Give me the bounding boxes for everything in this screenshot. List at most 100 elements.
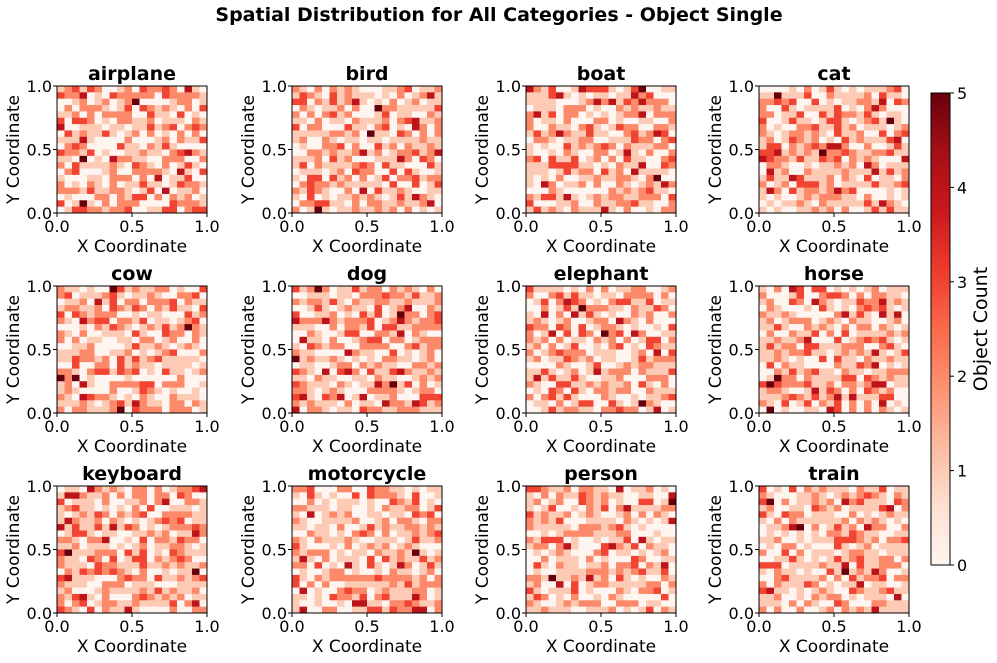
heatmap-cell — [147, 349, 155, 357]
heatmap-cell — [526, 286, 534, 293]
heatmap-cell — [526, 168, 534, 176]
heatmap-cell — [367, 606, 375, 614]
heatmap-cell — [314, 562, 323, 569]
heatmap-cell — [162, 155, 170, 163]
heatmap-cell — [586, 193, 594, 201]
heatmap-cell — [563, 143, 572, 150]
heatmap-cell — [382, 355, 390, 363]
heatmap-cell — [774, 286, 782, 293]
heatmap-cell — [162, 336, 170, 344]
heatmap-cell — [367, 387, 375, 395]
heatmap-cell — [94, 511, 103, 519]
heatmap-cell — [638, 600, 647, 607]
heatmap-cell — [571, 343, 579, 350]
heatmap-cell — [789, 393, 797, 401]
heatmap-cell — [199, 336, 208, 344]
heatmap-cell — [526, 492, 534, 500]
heatmap-cell — [124, 298, 133, 306]
heatmap-cell — [132, 368, 140, 376]
heatmap-cell — [79, 206, 88, 214]
panel-title: person — [564, 463, 638, 485]
heatmap-cell — [397, 587, 405, 595]
heatmap-cell — [571, 406, 579, 414]
heatmap-cell — [72, 317, 80, 325]
heatmap-cell — [781, 387, 790, 395]
heatmap-cell — [774, 311, 782, 319]
heatmap-cell — [541, 330, 549, 338]
heatmap-cell — [434, 349, 443, 357]
heatmap-cell — [563, 136, 572, 144]
heatmap-cell — [631, 330, 639, 338]
heatmap-cell — [292, 98, 300, 106]
heatmap-cell — [548, 143, 557, 150]
heatmap-cell — [177, 530, 185, 538]
heatmap-cell — [299, 600, 308, 607]
heatmap-cell — [117, 498, 125, 506]
heatmap-cell — [292, 117, 300, 125]
heatmap-cell — [856, 162, 865, 169]
heatmap-cell — [64, 368, 73, 376]
heatmap-cell — [87, 400, 95, 407]
heatmap-cell — [661, 524, 669, 531]
heatmap-cell — [638, 524, 647, 531]
heatmap-cell — [94, 324, 103, 331]
heatmap-cell — [571, 168, 579, 176]
heatmap-cell — [864, 187, 872, 195]
heatmap-cell — [434, 149, 443, 157]
heatmap-cell — [337, 105, 345, 112]
heatmap-cell — [631, 324, 639, 331]
heatmap-cell — [79, 349, 88, 357]
heatmap-cell — [638, 193, 647, 201]
heatmap-cell — [344, 581, 353, 588]
heatmap-cell — [556, 549, 564, 557]
heatmap-cell — [631, 355, 639, 363]
heatmap-cell — [192, 193, 200, 201]
heatmap-cell — [177, 168, 185, 176]
heatmap-cell — [299, 555, 308, 563]
heatmap-cell — [631, 543, 639, 550]
heatmap-cell — [811, 343, 820, 350]
heatmap-cell — [864, 349, 872, 357]
heatmap-cell — [841, 298, 850, 306]
heatmap-cell — [901, 193, 910, 201]
heatmap-cell — [307, 98, 315, 106]
heatmap-cell — [556, 187, 564, 195]
heatmap-cell — [374, 524, 383, 531]
heatmap-cell — [427, 568, 435, 576]
y-tick-label: 0.5 — [27, 341, 52, 360]
heatmap-cell — [533, 600, 542, 607]
heatmap-cell — [864, 336, 872, 344]
heatmap-cell — [616, 498, 624, 506]
heatmap-cell — [124, 130, 133, 138]
heatmap-cell — [117, 155, 125, 163]
heatmap-cell — [631, 286, 639, 293]
x-tick-label: 1.0 — [194, 417, 219, 436]
x-tick-label: 0.0 — [44, 417, 69, 436]
heatmap-cell — [87, 286, 95, 293]
heatmap-cell — [871, 393, 880, 401]
heatmap-cell — [344, 155, 353, 163]
y-tick-label: 0.0 — [27, 604, 52, 623]
x-tick-label: 1.0 — [663, 417, 688, 436]
heatmap-cell — [601, 381, 609, 388]
heatmap-cell — [593, 174, 602, 182]
heatmap-cell — [102, 505, 110, 512]
heatmap-cell — [192, 355, 200, 363]
heatmap-cell — [804, 555, 812, 563]
heatmap-cell — [397, 200, 405, 207]
heatmap-cell — [154, 536, 163, 544]
heatmap-cell — [864, 305, 872, 312]
heatmap-cell — [162, 536, 170, 544]
x-tick-label: 0.0 — [279, 617, 304, 636]
heatmap-cell — [162, 292, 170, 300]
heatmap-cell — [631, 593, 639, 601]
heatmap-cell — [608, 130, 617, 138]
heatmap-cell — [367, 311, 375, 319]
heatmap-cell — [804, 511, 812, 519]
heatmap-cell — [359, 524, 368, 531]
heatmap-cell — [653, 555, 662, 563]
heatmap-cell — [781, 486, 790, 493]
heatmap-cell — [631, 124, 639, 131]
heatmap-cell — [759, 505, 767, 512]
